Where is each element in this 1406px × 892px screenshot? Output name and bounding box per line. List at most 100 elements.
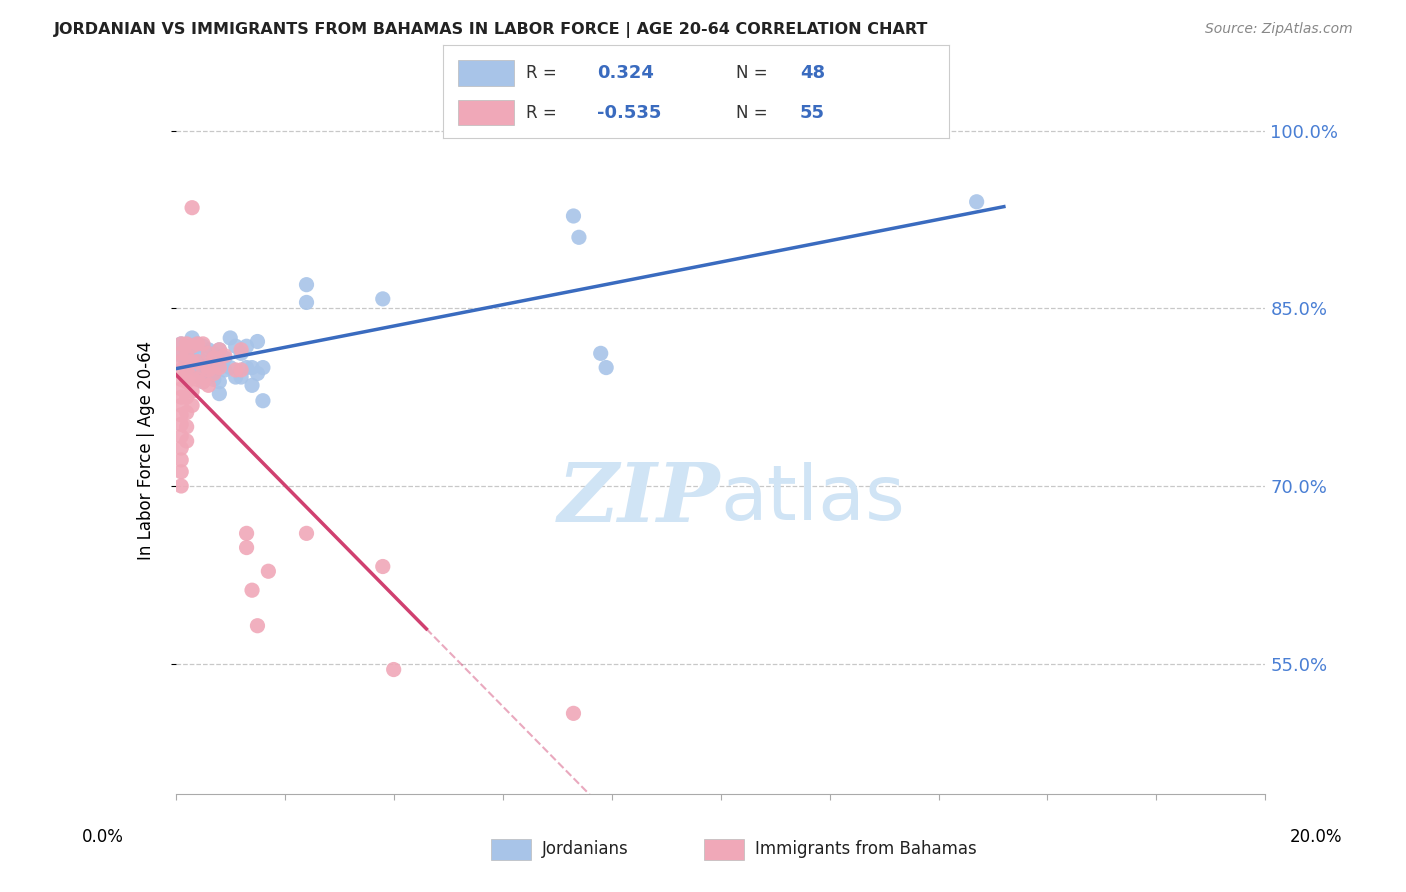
Point: [181, 354, 204, 368]
Point: [176, 363, 198, 377]
Text: Jordanians: Jordanians: [541, 840, 628, 858]
Point: [191, 360, 214, 375]
Text: 0.324: 0.324: [598, 63, 654, 82]
Point: [176, 354, 198, 368]
Point: [295, 295, 318, 310]
Point: [246, 367, 269, 381]
Bar: [458, 60, 513, 86]
Point: [231, 343, 253, 357]
Text: -0.535: -0.535: [598, 103, 662, 121]
Point: [170, 417, 193, 432]
Point: [186, 337, 209, 351]
Point: [371, 292, 394, 306]
Point: [562, 706, 585, 721]
Point: [170, 390, 193, 404]
Point: [170, 354, 193, 368]
Point: [191, 354, 214, 368]
Point: [197, 358, 219, 372]
Point: [181, 201, 204, 215]
Point: [181, 360, 204, 375]
Point: [235, 541, 257, 555]
Point: [219, 360, 242, 375]
Point: [589, 346, 612, 360]
Point: [191, 337, 214, 351]
Point: [181, 370, 204, 384]
Point: [966, 194, 988, 209]
Point: [246, 618, 269, 632]
Point: [197, 378, 219, 392]
Point: [197, 370, 219, 384]
Point: [252, 360, 274, 375]
Point: [176, 349, 198, 363]
Point: [208, 343, 231, 357]
Point: [595, 360, 617, 375]
Point: [186, 337, 209, 351]
Point: [214, 351, 236, 365]
Point: [246, 334, 269, 349]
Point: [382, 663, 405, 677]
Point: [257, 564, 280, 578]
Point: [197, 343, 219, 357]
Bar: [491, 838, 531, 860]
Point: [252, 393, 274, 408]
Point: [170, 441, 193, 455]
Point: [170, 337, 193, 351]
Point: [214, 349, 236, 363]
Point: [170, 453, 193, 467]
Point: [176, 390, 198, 404]
Point: [562, 209, 585, 223]
Point: [208, 360, 231, 375]
Text: 20.0%: 20.0%: [1291, 828, 1343, 846]
Text: N =: N =: [737, 63, 768, 82]
Point: [170, 363, 193, 377]
Point: [208, 375, 231, 389]
Text: Source: ZipAtlas.com: Source: ZipAtlas.com: [1205, 22, 1353, 37]
Point: [295, 526, 318, 541]
Point: [191, 363, 214, 377]
Point: [235, 339, 257, 353]
Point: [240, 360, 263, 375]
Text: ZIP: ZIP: [558, 458, 721, 539]
Point: [191, 339, 214, 353]
Point: [208, 386, 231, 401]
Point: [295, 277, 318, 292]
Point: [225, 339, 247, 353]
Point: [186, 354, 209, 368]
Text: 0.0%: 0.0%: [82, 828, 124, 846]
Text: R =: R =: [526, 63, 557, 82]
Text: atlas: atlas: [721, 461, 905, 535]
Text: Immigrants from Bahamas: Immigrants from Bahamas: [755, 840, 977, 858]
Point: [568, 230, 591, 244]
Point: [240, 583, 263, 598]
Point: [181, 349, 204, 363]
Point: [170, 408, 193, 422]
Point: [176, 337, 198, 351]
Point: [225, 363, 247, 377]
Point: [202, 346, 225, 360]
Point: [235, 526, 257, 541]
Point: [186, 372, 209, 386]
Point: [170, 429, 193, 443]
Point: [191, 375, 214, 389]
Bar: [704, 838, 745, 860]
Point: [231, 346, 253, 360]
Point: [219, 331, 242, 345]
Point: [170, 479, 193, 493]
Point: [186, 363, 209, 377]
Text: JORDANIAN VS IMMIGRANTS FROM BAHAMAS IN LABOR FORCE | AGE 20-64 CORRELATION CHAR: JORDANIAN VS IMMIGRANTS FROM BAHAMAS IN …: [53, 22, 928, 38]
Point: [176, 434, 198, 448]
Point: [170, 399, 193, 413]
Point: [170, 382, 193, 396]
Point: [231, 363, 253, 377]
Point: [235, 360, 257, 375]
Point: [176, 419, 198, 434]
Point: [202, 351, 225, 365]
Text: N =: N =: [737, 103, 768, 121]
Point: [170, 372, 193, 386]
Point: [225, 370, 247, 384]
Point: [202, 372, 225, 386]
Point: [186, 351, 209, 365]
Point: [231, 370, 253, 384]
Point: [197, 363, 219, 377]
Point: [202, 360, 225, 375]
